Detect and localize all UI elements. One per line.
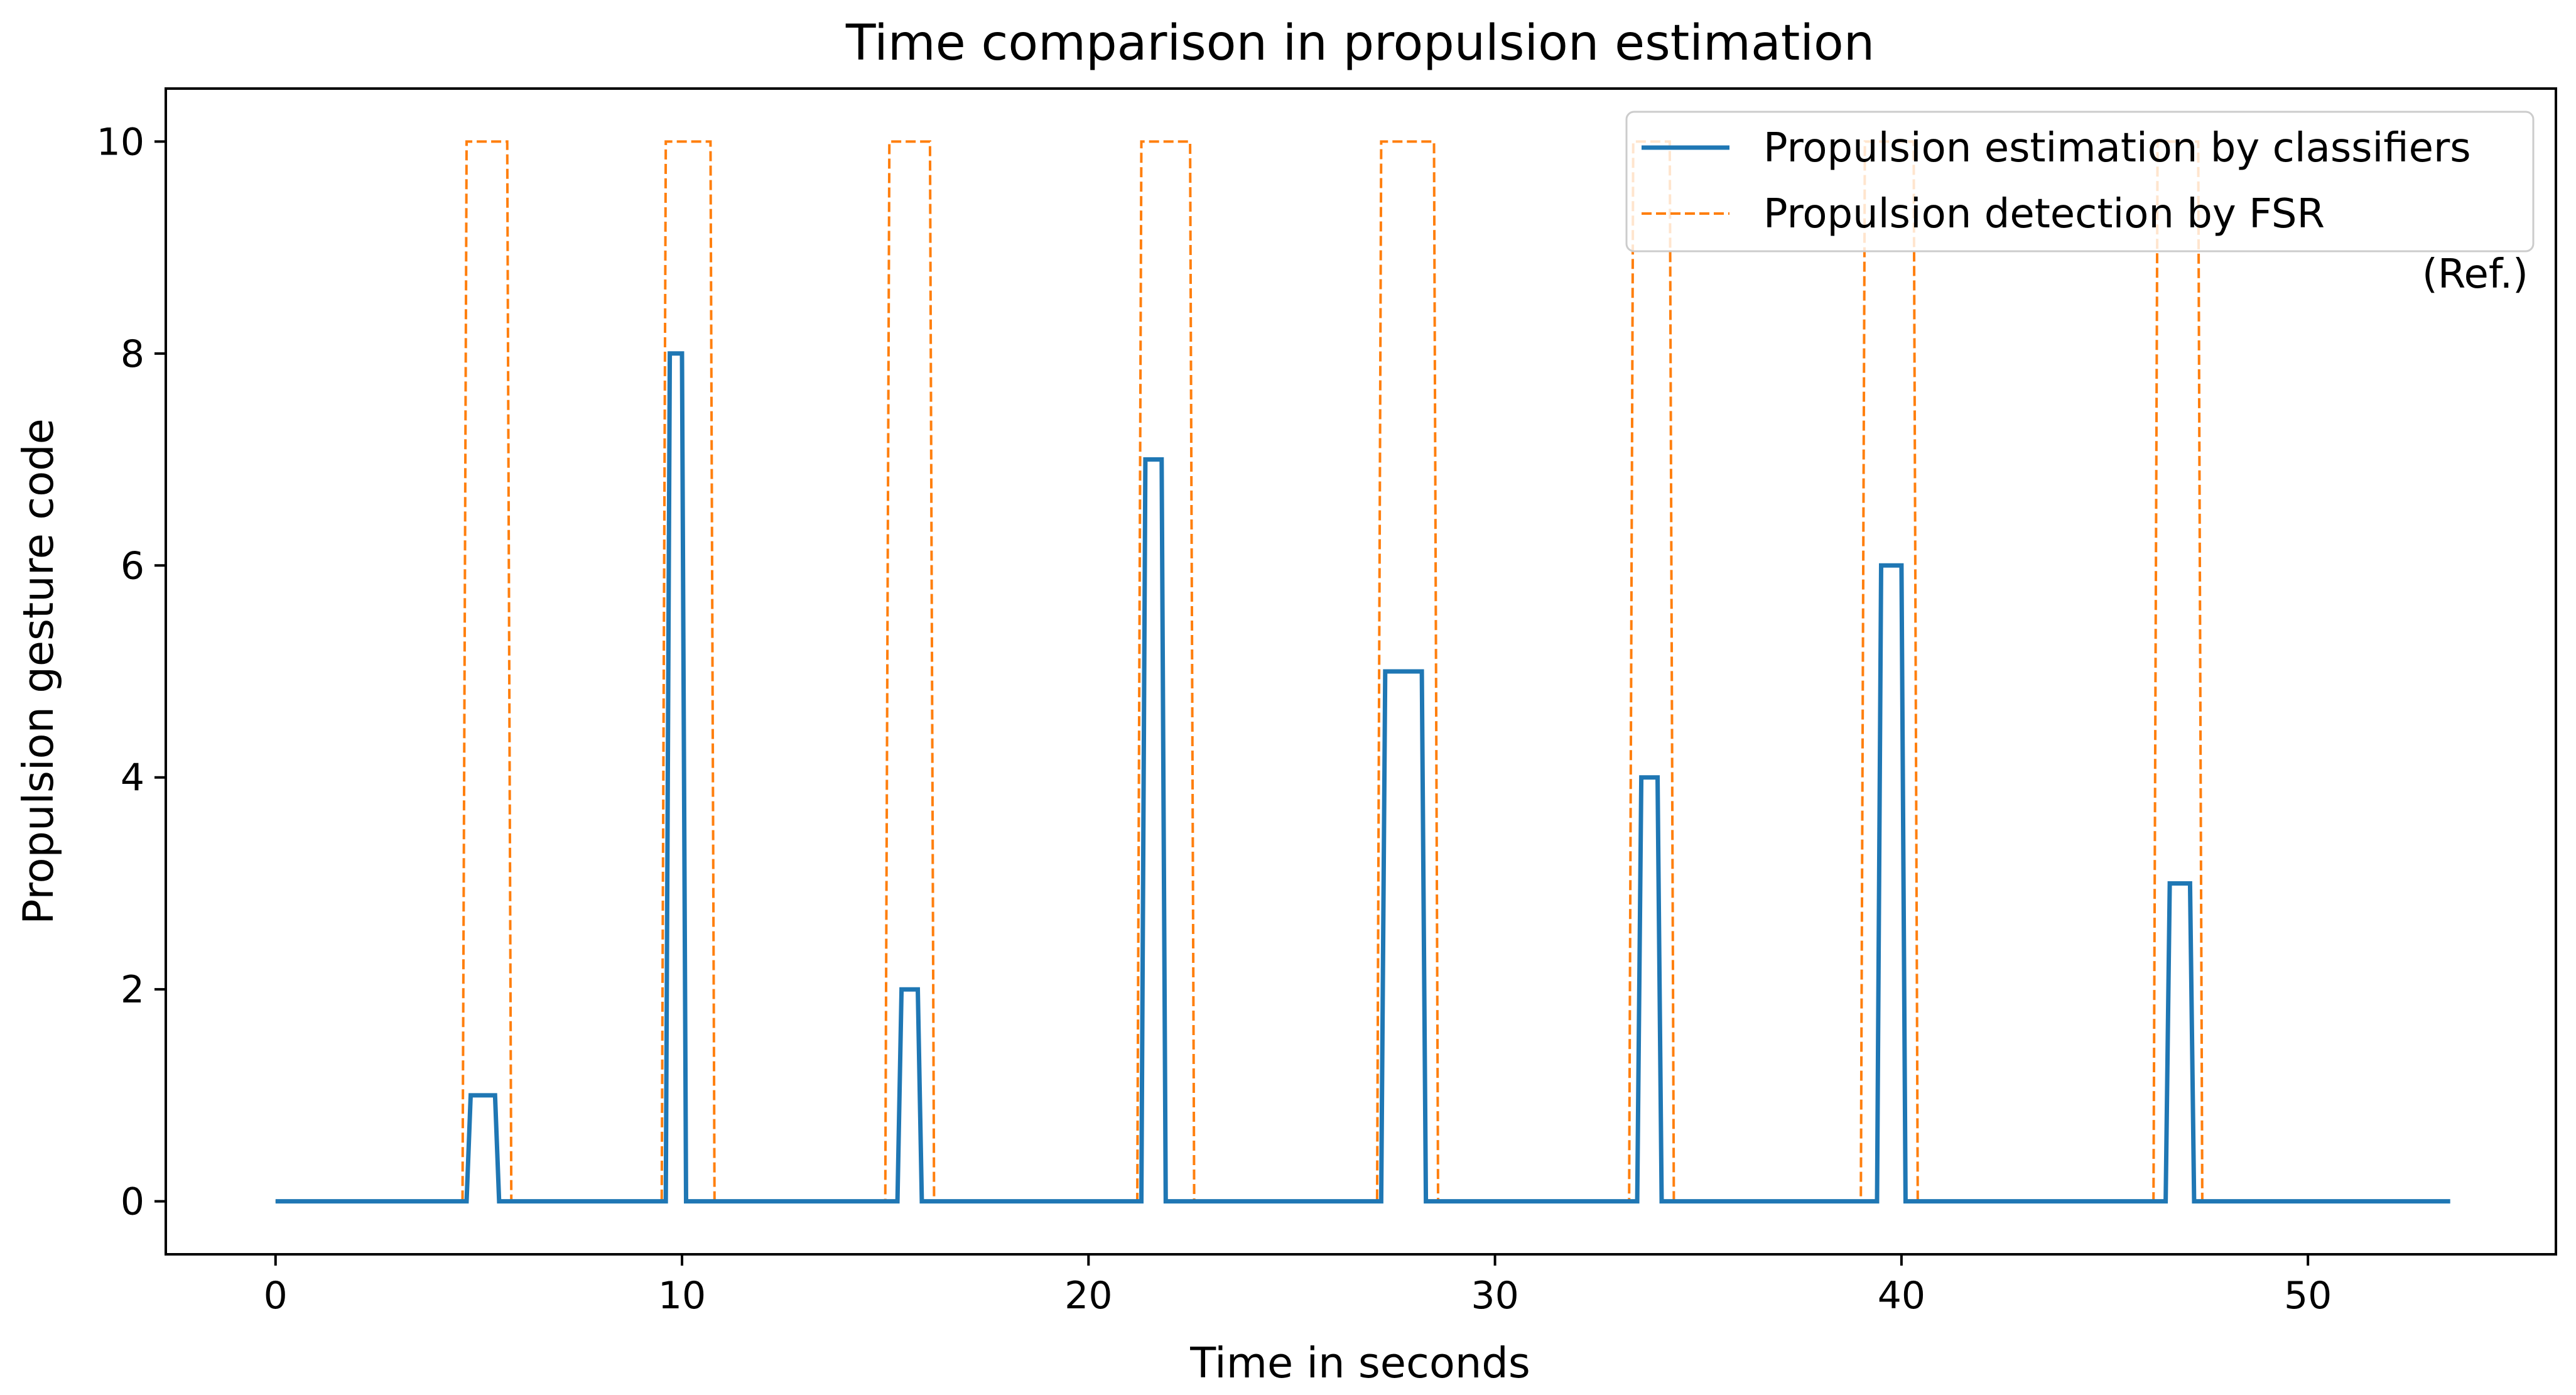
- y-tick-label: 4: [121, 756, 144, 800]
- x-tick-label: 0: [264, 1274, 288, 1318]
- y-tick-label: 10: [97, 120, 144, 164]
- x-tick-label: 10: [658, 1274, 706, 1318]
- y-tick-label: 8: [121, 332, 144, 376]
- x-tick-label: 50: [2284, 1274, 2332, 1318]
- y-tick-label: 6: [121, 544, 144, 588]
- x-tick-label: 40: [1878, 1274, 1925, 1318]
- series-line-fsr: [275, 140, 2450, 1203]
- chart-title: Time comparison in propulsion estimation: [845, 15, 1875, 72]
- legend-box: [1625, 111, 2535, 252]
- x-tick-label: 30: [1471, 1274, 1518, 1318]
- x-tick-label: 20: [1064, 1274, 1112, 1318]
- legend-label-classifiers: Propulsion estimation by classifiers: [1763, 125, 2471, 171]
- x-axis-label: Time in seconds: [1189, 1338, 1530, 1387]
- legend: Propulsion estimation by classifiers Pro…: [1625, 111, 2535, 252]
- y-axis-label: Propulsion gesture code: [14, 418, 63, 925]
- legend-note: (Ref.): [2422, 251, 2528, 298]
- plot-frame: [165, 87, 2557, 1256]
- y-tick-label: 2: [121, 968, 144, 1012]
- y-tick-label: 0: [121, 1180, 144, 1224]
- series-line-classifiers: [275, 351, 2450, 1204]
- legend-label-fsr: Propulsion detection by FSR: [1763, 191, 2325, 237]
